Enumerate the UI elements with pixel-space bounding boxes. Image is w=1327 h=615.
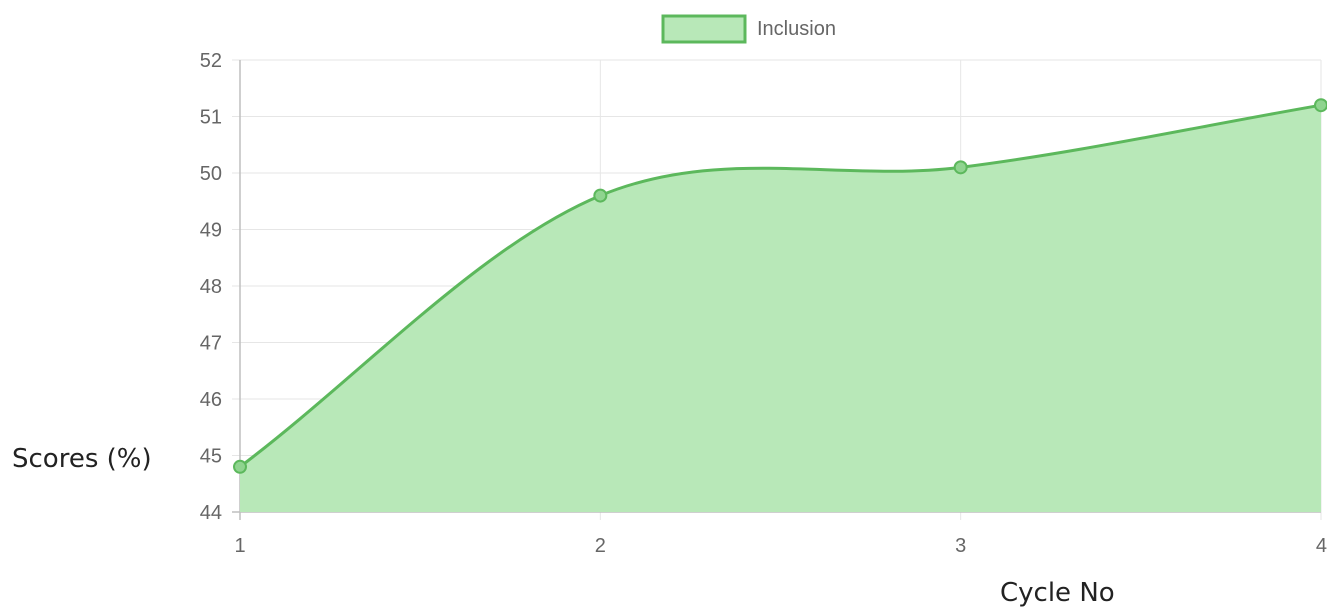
y-tick-label-47: 47 <box>200 333 222 355</box>
y-axis-ticks: 44 45 46 47 48 49 50 51 52 <box>200 50 222 524</box>
data-point-cycle-1 <box>233 459 247 474</box>
x-tick-label-2: 2 <box>595 535 606 557</box>
data-point-cycle-3 <box>953 160 968 175</box>
x-tick-label-1: 1 <box>234 535 245 557</box>
x-tick-label-4: 4 <box>1316 535 1327 557</box>
y-tick-label-51: 51 <box>200 107 222 129</box>
data-point-cycle-4 <box>1314 98 1327 113</box>
y-tick-label-48: 48 <box>200 276 222 298</box>
x-axis-ticks: 1 2 3 4 <box>234 535 1327 557</box>
legend[interactable]: Inclusion <box>661 14 836 44</box>
y-tick-label-44: 44 <box>200 502 222 524</box>
x-axis-title: Cycle No <box>1000 578 1115 608</box>
x-tick-label-3: 3 <box>955 535 966 557</box>
data-point-cycle-2 <box>593 188 608 203</box>
y-tick-label-46: 46 <box>200 389 222 411</box>
legend-label-inclusion[interactable]: Inclusion <box>757 18 836 40</box>
y-tick-label-50: 50 <box>200 163 222 185</box>
y-tick-label-45: 45 <box>200 446 222 468</box>
y-tick-label-52: 52 <box>200 50 222 72</box>
y-tick-label-49: 49 <box>200 220 222 242</box>
y-axis-title: Scores (%) <box>12 444 152 474</box>
data-points <box>233 98 1327 474</box>
series-area-inclusion <box>240 105 1321 512</box>
series-line-inclusion <box>239 103 1322 468</box>
legend-swatch-inclusion[interactable] <box>661 14 747 44</box>
